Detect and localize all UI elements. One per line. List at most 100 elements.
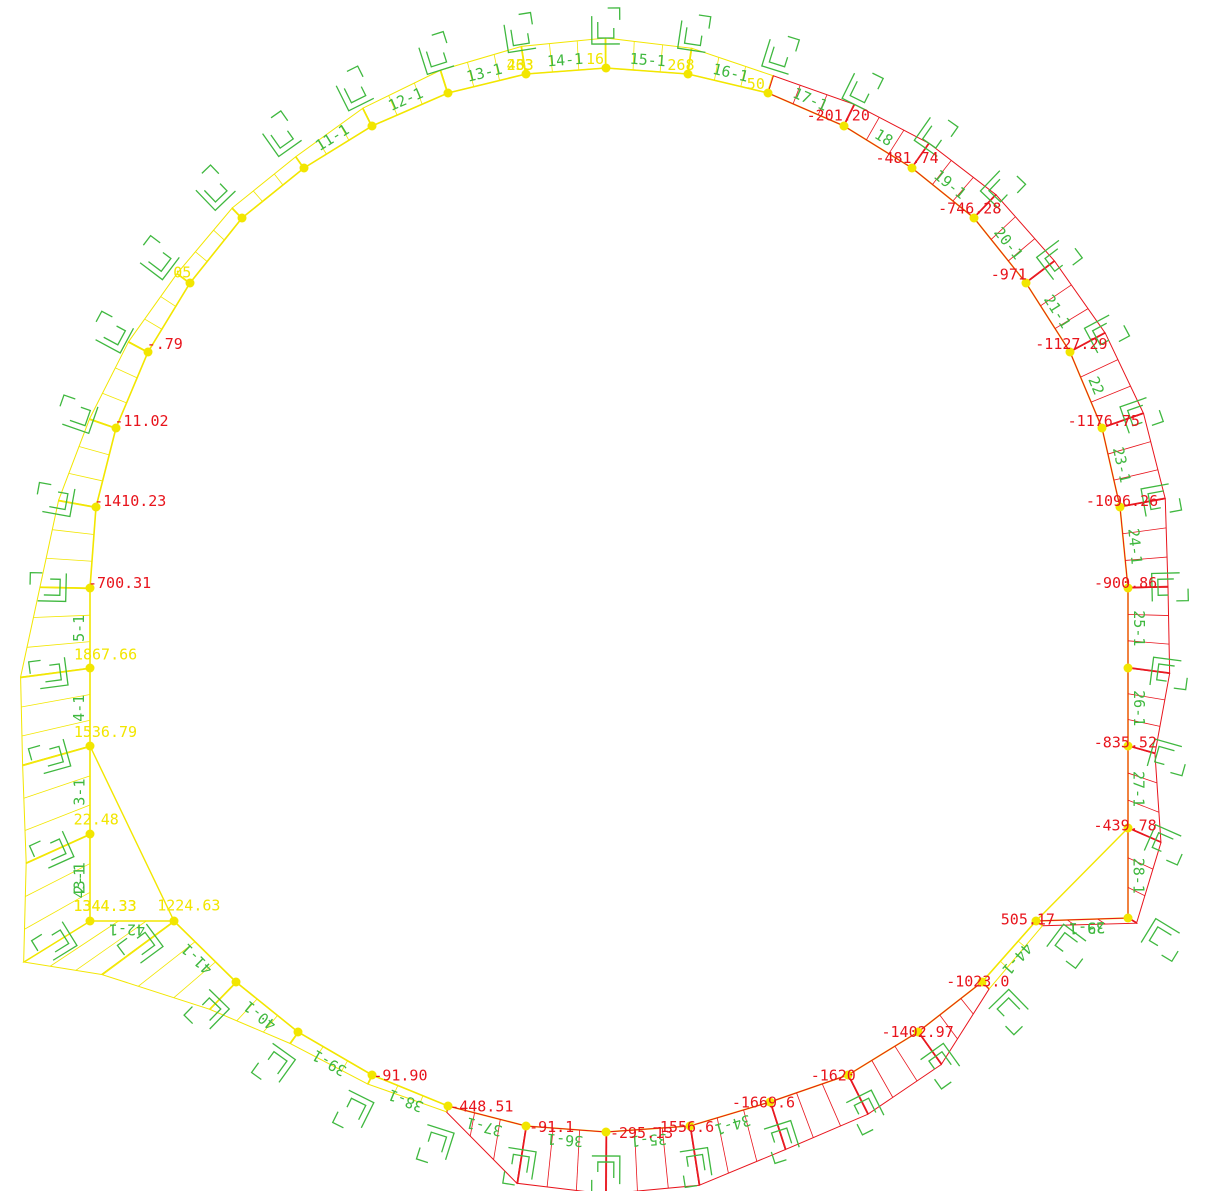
node-dot	[1123, 583, 1133, 593]
diagram-hatch	[33, 614, 91, 618]
value-negative: -11.02	[114, 412, 168, 430]
value-negative: -201.20	[807, 107, 870, 125]
value-positive: 22.48	[74, 810, 119, 828]
node-dot	[969, 213, 979, 223]
node-dot	[237, 213, 247, 223]
diagram-hatch	[1127, 887, 1146, 897]
value-positive: 1867.66	[74, 645, 137, 663]
diagram-hatch	[821, 1083, 841, 1127]
node-dot	[601, 63, 611, 73]
diagram-hatch	[866, 117, 880, 141]
diagram-hatch	[517, 1125, 528, 1184]
node-dot	[111, 423, 121, 433]
member-label: 2-1	[71, 867, 89, 894]
diagram-hatch	[1097, 918, 1106, 925]
diagram-hatch	[939, 1014, 958, 1040]
member-label: 15-1	[629, 50, 666, 71]
node-dot	[601, 1127, 611, 1137]
diagram-hatch	[1127, 719, 1161, 727]
diagram-hatch	[1127, 666, 1170, 673]
member-label: 27-1	[1130, 771, 1148, 807]
diagram-hatch	[770, 1101, 787, 1150]
support-symbols	[27, 7, 1189, 1191]
diagram-hatch	[102, 392, 127, 404]
diagram-hatch	[743, 1109, 758, 1162]
diagram-hatch	[1127, 772, 1158, 784]
support-icon	[913, 117, 959, 157]
support-icon	[979, 170, 1027, 211]
diagram-hatch	[1017, 940, 1026, 948]
diagram-hatch	[413, 82, 423, 105]
diagram-hatch	[1127, 693, 1165, 701]
member-label: 12-1	[386, 84, 426, 115]
diagram-hatch	[160, 296, 176, 307]
diagram-segment	[605, 1125, 700, 1191]
diagram-hatch	[23, 775, 91, 799]
support-icon	[845, 1089, 885, 1136]
support-icon	[28, 830, 75, 869]
support-icon	[841, 72, 885, 112]
diagram-hatch	[792, 85, 801, 105]
support-icon	[1143, 823, 1183, 866]
value-negative: -700.31	[88, 574, 151, 592]
diagram-hatch	[520, 46, 526, 75]
diagram-hatch	[1040, 284, 1072, 307]
support-icon	[503, 11, 537, 54]
diagram-hatch	[22, 746, 91, 767]
diagram-hatch	[1127, 744, 1156, 754]
support-icon	[1119, 397, 1165, 434]
diagram-hatch	[817, 94, 828, 115]
diagram-hatch	[1127, 614, 1169, 616]
support-icon	[183, 988, 231, 1030]
diagram-hatch	[68, 472, 103, 482]
member-label: 41-1	[178, 940, 216, 978]
support-icon	[676, 14, 712, 53]
support-icon	[1140, 483, 1183, 517]
member-label: 33-1	[1069, 918, 1106, 937]
value-positive: 268	[667, 56, 694, 74]
diagram-hatch	[659, 44, 664, 72]
diagram-hatch	[236, 998, 258, 1022]
diagram-hatch	[634, 1129, 638, 1191]
value-negative: -1127.29	[1035, 335, 1107, 353]
value-negative: -91.90	[373, 1066, 427, 1084]
node-dot	[685, 1121, 695, 1131]
diagram-hatch	[1008, 238, 1036, 262]
support-icon	[1046, 923, 1087, 970]
node-dot	[843, 1070, 853, 1080]
diagram-hatch	[273, 173, 284, 186]
diagram-hatch	[973, 194, 996, 218]
node-dot	[1097, 423, 1107, 433]
support-icon	[139, 234, 180, 281]
diagram-hatch	[467, 62, 475, 87]
value-negative: -91.1	[529, 1118, 574, 1136]
diagram-hatch	[848, 1074, 869, 1114]
diagram-hatch	[888, 129, 905, 154]
member-label: 16-1	[711, 60, 750, 86]
diagram-hatch	[1125, 556, 1168, 561]
node-dot	[763, 88, 773, 98]
member-label: 29-1	[1069, 918, 1106, 937]
node-dot	[185, 278, 195, 288]
diagram-segment	[231, 155, 305, 219]
node-dot	[85, 741, 95, 751]
value-positive: 1224.63	[157, 897, 220, 915]
diagram-hatch	[89, 419, 116, 430]
diagram-hatch	[871, 1060, 894, 1098]
value-negative: -971	[991, 265, 1027, 283]
member-label: 25-1	[1130, 610, 1148, 646]
node-dot	[85, 583, 95, 593]
support-icon	[1149, 656, 1188, 691]
support-icon	[763, 1119, 800, 1165]
member-label: 14-1	[546, 50, 583, 71]
node-dot	[169, 916, 179, 926]
value-negative: -481.74	[875, 149, 938, 167]
diagram-hatch	[341, 1060, 348, 1071]
value-negative: -.79	[147, 335, 183, 353]
support-icon	[1151, 572, 1189, 602]
member-label: 19-1	[930, 166, 969, 203]
diagram-segment	[22, 745, 91, 864]
diagram-hatch	[661, 1127, 669, 1189]
support-icon	[331, 1089, 375, 1129]
